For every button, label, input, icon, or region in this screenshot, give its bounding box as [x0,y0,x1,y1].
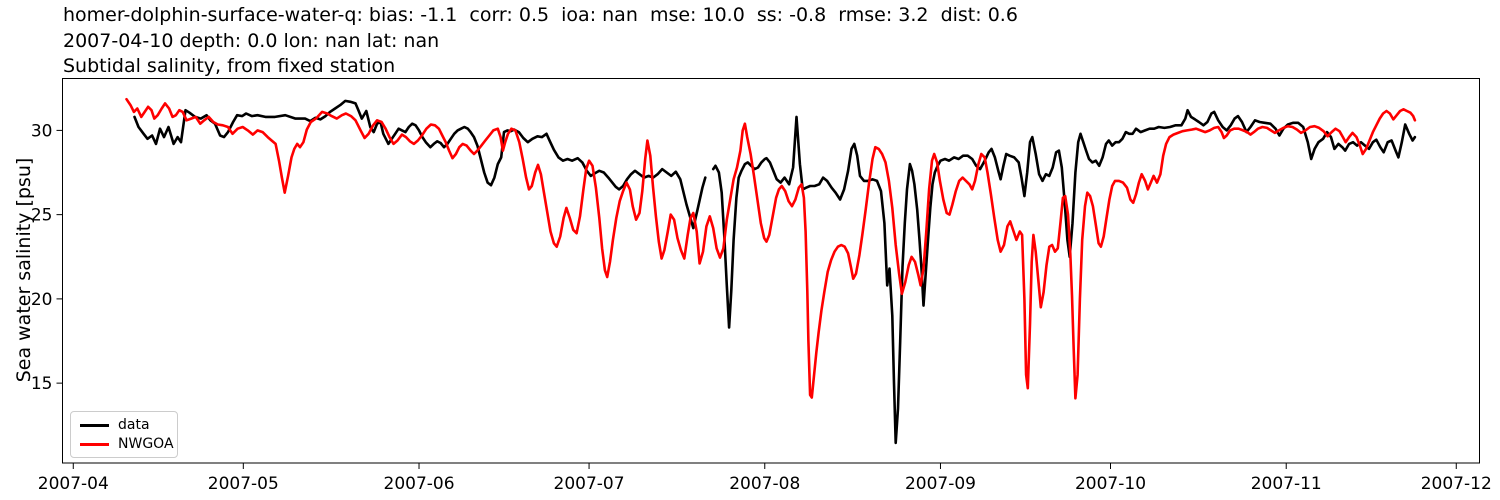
legend-line-swatch-data [80,423,109,427]
legend-item-data: data [80,418,167,432]
legend-label-data: data [118,417,150,433]
x-tick-label: 2007-05 [208,474,279,494]
y-axis-ticks: 15 20 25 30 [31,121,63,394]
title-line-stats: homer-dolphin-surface-water-q: bias: -1.… [63,4,1018,26]
series-line-data [133,99,1417,445]
x-tick-label: 2007-09 [905,474,976,494]
x-tick-label: 2007-08 [729,474,800,494]
x-tick-label: 2007-06 [384,474,455,494]
y-tick-label: 20 [31,290,53,310]
chart-title-block: homer-dolphin-surface-water-q: bias: -1.… [63,3,1018,80]
x-axis-ticks: 2007-04 2007-05 2007-06 2007-07 2007-08 2007-… [38,463,1492,494]
y-tick-label: 25 [31,206,53,226]
series-line-NWGOA [125,97,1417,400]
title-line-description: Subtidal salinity, from fixed station [63,55,396,77]
x-tick-label: 2007-12 [1421,474,1492,494]
x-tick-label: 2007-11 [1251,474,1322,494]
title-line-meta: 2007-04-10 depth: 0.0 lon: nan lat: nan [63,29,440,52]
legend: data NWGOA [70,411,178,458]
axes-frame [62,78,1480,464]
x-tick-label: 2007-10 [1075,474,1146,494]
legend-item-nwgoa: NWGOA [80,437,174,451]
plot-lines [125,97,1417,445]
y-tick-label: 30 [31,121,53,141]
legend-label-nwgoa: NWGOA [118,436,174,452]
legend-line-swatch-nwgoa [80,442,109,446]
x-tick-label: 2007-07 [554,474,625,494]
x-tick-label: 2007-04 [38,474,109,494]
y-tick-label: 15 [31,374,53,394]
